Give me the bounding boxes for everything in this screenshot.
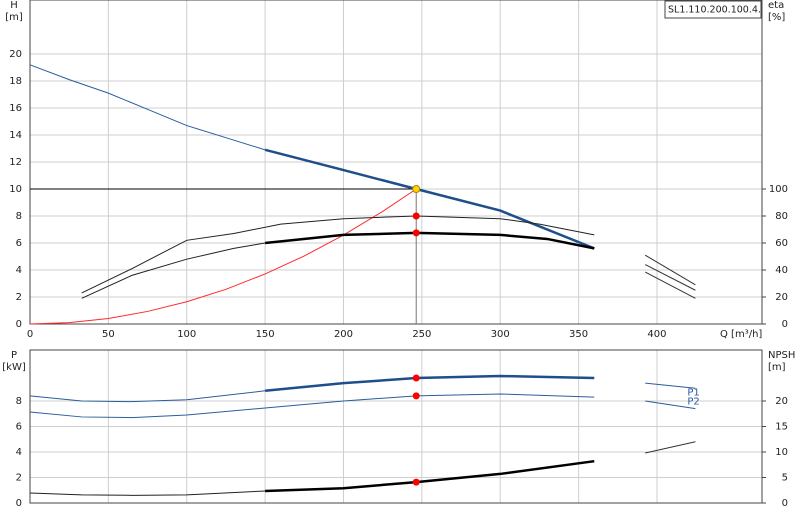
y2-axis-label: eta xyxy=(768,0,784,11)
y2-axis-label: NPSH xyxy=(768,350,795,361)
y-axis-label: H xyxy=(10,0,18,11)
y-tick-label: 4 xyxy=(16,265,22,276)
point-marker xyxy=(412,212,420,220)
y-tick-label: 4 xyxy=(16,447,22,458)
y-tick-label: 0 xyxy=(16,319,22,330)
series-line xyxy=(81,242,266,299)
x-tick-label: 0 xyxy=(27,329,33,340)
series-line xyxy=(645,382,696,389)
series-line xyxy=(645,400,696,410)
x-tick-label: 350 xyxy=(569,329,588,340)
x-tick-label: 200 xyxy=(334,329,353,340)
series-line xyxy=(264,231,595,250)
legend-label: P1 xyxy=(687,387,699,398)
series-line xyxy=(264,374,595,393)
y-axis-unit: [m] xyxy=(5,12,23,23)
y-tick-label: 12 xyxy=(9,157,22,168)
y-tick-label: 14 xyxy=(9,130,22,141)
x-axis-label: Q [m³/h] xyxy=(720,329,762,340)
y2-axis-unit: [%] xyxy=(768,12,785,23)
y-tick-label: 20 xyxy=(9,49,22,60)
series-line xyxy=(29,393,595,419)
y-tick-label: 8 xyxy=(16,211,22,222)
legend-label: P2 xyxy=(687,397,699,408)
y2-tick-label: 20 xyxy=(775,292,788,303)
x-tick-label: 400 xyxy=(647,329,666,340)
y2-tick-label: 10 xyxy=(775,447,788,458)
x-tick-label: 150 xyxy=(256,329,275,340)
y2-tick-label: 100 xyxy=(769,184,788,195)
plot-frame xyxy=(29,0,763,325)
y-tick-label: 16 xyxy=(9,103,22,114)
point-marker xyxy=(412,478,420,486)
y-tick-label: 0 xyxy=(16,498,22,509)
series-line xyxy=(29,188,417,325)
plot-frame xyxy=(29,349,763,504)
y2-tick-label: 0 xyxy=(782,319,788,330)
series-line xyxy=(644,264,696,291)
series-line xyxy=(265,459,595,493)
y2-tick-label: 80 xyxy=(775,211,788,222)
y2-tick-label: 40 xyxy=(775,265,788,276)
point-marker xyxy=(412,392,420,400)
y-axis-unit: [kW] xyxy=(2,362,26,373)
x-tick-label: 250 xyxy=(412,329,431,340)
chart-title: SL1.110.200.100.4. xyxy=(668,5,761,16)
series-line xyxy=(29,64,266,151)
series-line xyxy=(644,271,696,299)
title-box xyxy=(664,0,762,19)
y2-axis-unit: [m] xyxy=(768,362,786,373)
y2-tick-label: 20 xyxy=(775,396,788,407)
operating-point xyxy=(412,185,421,193)
y-axis-label: P xyxy=(11,350,17,361)
series-line xyxy=(645,441,696,454)
y-tick-label: 2 xyxy=(16,473,22,484)
y-tick-label: 8 xyxy=(16,396,22,407)
series-line xyxy=(81,215,595,294)
y-tick-label: 6 xyxy=(16,238,22,249)
y2-tick-label: 60 xyxy=(775,238,788,249)
series-line xyxy=(29,490,266,496)
series-line xyxy=(29,390,266,403)
point-marker xyxy=(412,374,420,382)
point-marker xyxy=(412,229,420,237)
x-tick-label: 300 xyxy=(491,329,510,340)
y-tick-label: 10 xyxy=(9,184,22,195)
y2-tick-label: 0 xyxy=(782,498,788,509)
series-line xyxy=(644,254,696,286)
x-tick-label: 100 xyxy=(177,329,196,340)
y-tick-label: 18 xyxy=(9,76,22,87)
y2-tick-label: 15 xyxy=(775,422,788,433)
x-tick-label: 50 xyxy=(102,329,115,340)
y2-tick-label: 5 xyxy=(782,473,788,484)
y-tick-label: 6 xyxy=(16,422,22,433)
y-tick-label: 2 xyxy=(16,292,22,303)
